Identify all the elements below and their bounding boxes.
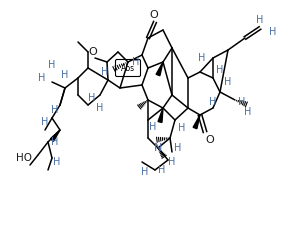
Text: H: H	[41, 117, 49, 127]
FancyBboxPatch shape	[116, 60, 140, 77]
Text: H: H	[256, 15, 264, 25]
Text: H: H	[51, 137, 59, 147]
Text: H: H	[61, 70, 69, 80]
Polygon shape	[156, 62, 163, 76]
Text: H: H	[269, 27, 277, 37]
Polygon shape	[51, 130, 60, 141]
Text: H: H	[96, 103, 104, 113]
Polygon shape	[193, 115, 200, 129]
Text: O: O	[206, 135, 214, 145]
Text: HO: HO	[16, 153, 32, 163]
Text: H: H	[48, 60, 56, 70]
Text: H: H	[224, 77, 232, 87]
Text: H: H	[53, 157, 61, 167]
Text: Abs: Abs	[121, 63, 135, 73]
Text: H: H	[149, 122, 157, 132]
Text: H: H	[198, 53, 206, 63]
Text: O: O	[89, 47, 97, 57]
Text: H: H	[209, 97, 217, 107]
Text: H: H	[178, 123, 186, 133]
Text: H: H	[216, 65, 224, 75]
Text: H: H	[141, 167, 149, 177]
Text: H: H	[132, 57, 140, 67]
Text: O: O	[150, 10, 158, 20]
Text: H: H	[158, 165, 166, 175]
Text: H: H	[38, 73, 46, 83]
Text: H: H	[101, 67, 109, 77]
Text: H: H	[174, 143, 182, 153]
Polygon shape	[117, 62, 128, 73]
Text: H: H	[51, 105, 59, 115]
Text: H: H	[88, 93, 96, 103]
Text: H: H	[238, 97, 246, 107]
Text: N: N	[154, 143, 162, 153]
Text: H: H	[244, 107, 252, 117]
Polygon shape	[158, 108, 163, 123]
Text: H: H	[168, 157, 176, 167]
